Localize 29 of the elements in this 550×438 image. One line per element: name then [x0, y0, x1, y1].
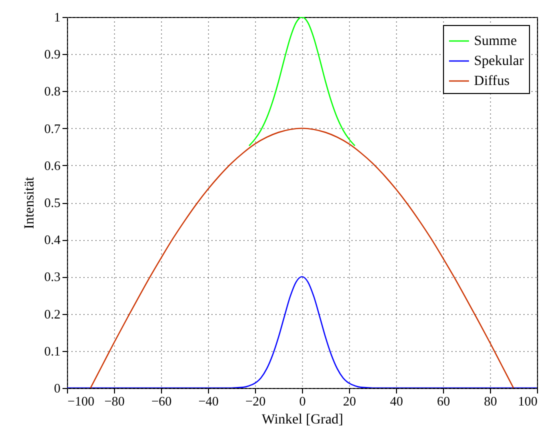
x-tick-label: −40 — [198, 394, 219, 408]
x-axis-title: Winkel [Grad] — [262, 412, 344, 428]
line-series — [248, 17, 356, 146]
y-tick-label: 0.9 — [44, 46, 60, 62]
legend-label: Diffus — [474, 74, 510, 89]
x-tick-label: −80 — [104, 394, 125, 408]
y-tick-label: 0.2 — [44, 306, 60, 322]
y-tick-label: 0.3 — [44, 269, 60, 284]
x-tick-label: 0 — [299, 394, 306, 408]
y-axis-title: Intensität — [22, 176, 38, 230]
x-tick-label: 60 — [437, 394, 450, 408]
y-tick-label: 0.8 — [44, 84, 60, 99]
y-tick-label: 0.1 — [44, 343, 60, 358]
y-tick-label: 0.5 — [44, 195, 60, 210]
x-tick-label: −20 — [245, 394, 266, 408]
x-tick-label: 40 — [390, 394, 403, 408]
x-tick-label: 100 — [518, 394, 538, 408]
legend-label: Spekular — [474, 54, 524, 69]
y-tick-label: 1 — [54, 10, 60, 24]
y-tick-label: 0.7 — [44, 120, 61, 136]
x-tick-label: −60 — [151, 394, 172, 408]
y-tick-label: 0 — [54, 380, 60, 396]
y-tick-label: 0.4 — [44, 232, 61, 248]
x-tick-label: 80 — [484, 394, 497, 408]
x-tick-label: 20 — [343, 394, 356, 408]
line-series — [90, 128, 514, 388]
x-tick-label: −100 — [68, 394, 94, 408]
legend-label: Summe — [474, 34, 517, 49]
y-tick-label: 0.6 — [44, 158, 61, 173]
